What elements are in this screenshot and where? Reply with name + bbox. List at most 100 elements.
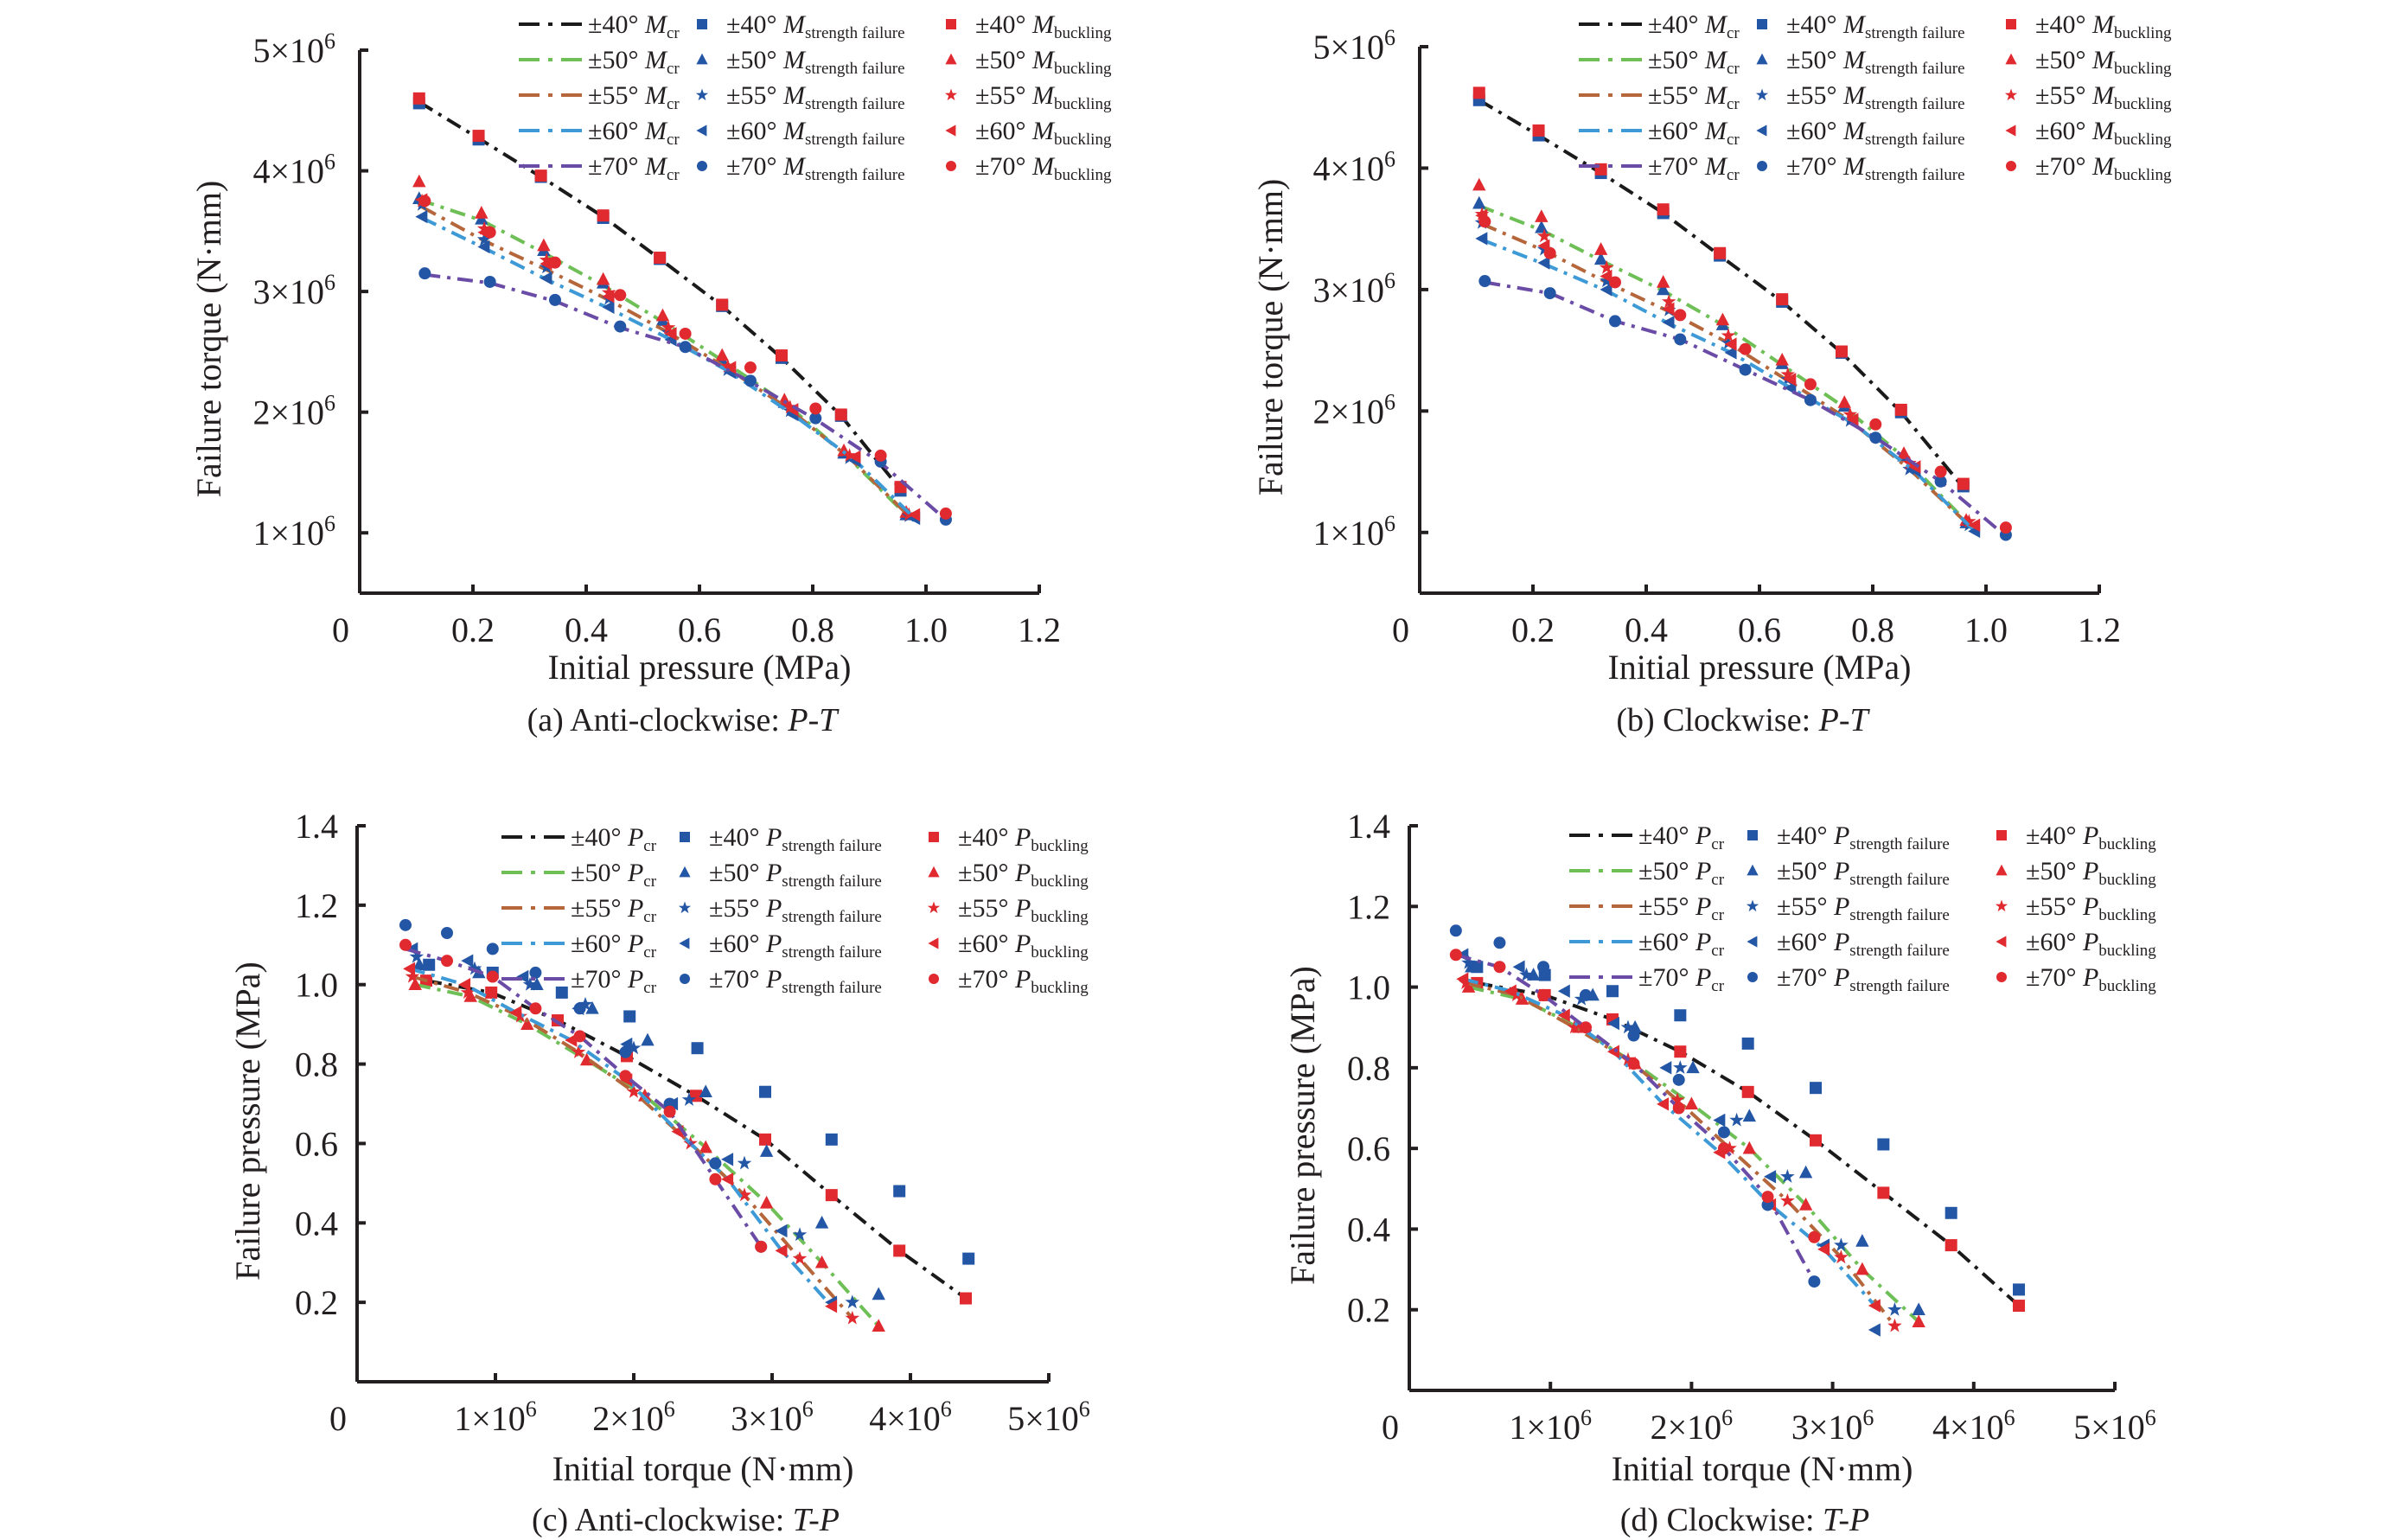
strength-failure-point bbox=[1902, 462, 1917, 476]
strength-failure-point bbox=[1606, 1016, 1619, 1031]
x-axis-title: Initial pressure (MPa) bbox=[1607, 648, 1911, 687]
series-40 bbox=[420, 958, 975, 1305]
x-axis-title: Initial torque (N·mm) bbox=[552, 1449, 854, 1488]
strength-failure-point bbox=[467, 961, 482, 975]
legend-label-buckling: ±55° Pbuckling bbox=[2026, 892, 2156, 924]
series-50 bbox=[1472, 177, 1973, 528]
legend-label-strength: ±40° Pstrength failure bbox=[1777, 821, 1950, 853]
buckling-point bbox=[1804, 378, 1817, 391]
x-tick-label: 0.8 bbox=[791, 610, 834, 649]
buckling-point bbox=[655, 308, 670, 322]
buckling-point bbox=[1817, 1243, 1830, 1256]
series-50 bbox=[408, 957, 885, 1332]
buckling-point bbox=[441, 955, 453, 968]
x-axis-title: Initial torque (N·mm) bbox=[1612, 1449, 1913, 1488]
x-tick-label: 4×106 bbox=[869, 1396, 952, 1438]
buckling-point bbox=[1657, 203, 1670, 216]
strength-failure-point bbox=[1672, 1073, 1685, 1086]
legend-label-buckling: ±60° Mbuckling bbox=[975, 117, 1112, 149]
legend-label-buckling: ±40° Mbuckling bbox=[975, 10, 1112, 42]
strength-failure-point bbox=[1512, 960, 1525, 974]
legend-label-strength: ±60° Mstrength failure bbox=[1786, 117, 1965, 149]
buckling-point bbox=[1887, 1318, 1902, 1332]
x-tick-label: 0.4 bbox=[1625, 610, 1668, 649]
legend-buckling-marker bbox=[928, 937, 939, 949]
strength-failure-point bbox=[477, 240, 490, 254]
strength-failure-point bbox=[1724, 346, 1737, 360]
legend-label-cr: ±60° Pcr bbox=[571, 930, 657, 962]
strength-failure-point bbox=[1628, 1019, 1642, 1033]
buckling-point bbox=[1912, 1314, 1925, 1328]
strength-failure-point bbox=[2013, 1283, 2026, 1296]
buckling-point bbox=[664, 327, 677, 341]
y-tick-label: 1×106 bbox=[252, 511, 335, 553]
buckling-point bbox=[1962, 514, 1976, 528]
y-tick-label: 1×106 bbox=[1312, 511, 1395, 553]
buckling-point bbox=[872, 1319, 885, 1332]
strength-failure-point bbox=[423, 958, 436, 971]
strength-failure-point bbox=[737, 1155, 752, 1170]
series-40 bbox=[412, 92, 907, 497]
legend-strength-marker bbox=[1757, 161, 1767, 171]
legend-label-strength: ±60° Pstrength failure bbox=[1777, 928, 1950, 960]
buckling-point bbox=[654, 252, 667, 265]
strength-failure-point bbox=[1557, 984, 1570, 998]
y-tick-label: 5×106 bbox=[1312, 25, 1395, 67]
buckling-point bbox=[724, 361, 737, 374]
buckling-point bbox=[1557, 1008, 1570, 1022]
strength-failure-point bbox=[1606, 985, 1619, 998]
strength-failure-point bbox=[516, 969, 529, 984]
legend-strength-marker bbox=[1755, 88, 1769, 101]
buckling-point bbox=[539, 252, 554, 266]
legend-strength-marker bbox=[1746, 899, 1759, 912]
legend-label-strength: ±70° Mstrength failure bbox=[726, 152, 905, 184]
legend-label-cr: ±40° Mcr bbox=[1648, 10, 1740, 42]
legend-label-buckling: ±60° Pbuckling bbox=[958, 930, 1089, 962]
legend-strength-marker bbox=[697, 161, 707, 171]
buckling-point bbox=[418, 195, 431, 208]
legend-label-buckling: ±70° Pbuckling bbox=[958, 965, 1089, 997]
strength-failure-point bbox=[962, 1252, 975, 1265]
buckling-point bbox=[483, 226, 496, 239]
buckling-point bbox=[573, 1030, 586, 1043]
legend-label-cr: ±55° Mcr bbox=[588, 81, 680, 113]
strength-failure-point bbox=[691, 1042, 704, 1055]
cr-line bbox=[425, 979, 967, 1300]
y-tick-label: 4×106 bbox=[1312, 146, 1395, 188]
x-axis-title: Initial pressure (MPa) bbox=[547, 648, 851, 687]
buckling-point bbox=[486, 970, 499, 983]
buckling-point bbox=[960, 1292, 972, 1305]
buckling-point bbox=[759, 1133, 771, 1146]
legend-buckling-marker bbox=[1996, 864, 2008, 876]
strength-failure-point bbox=[1519, 967, 1534, 981]
y-axis-title: Failure pressure (MPa) bbox=[1283, 966, 1322, 1285]
legend-strength-marker bbox=[1747, 936, 1758, 948]
strength-failure-point bbox=[1627, 1029, 1640, 1042]
buckling-point bbox=[529, 1002, 542, 1015]
legend-buckling-marker bbox=[929, 832, 939, 842]
buckling-point bbox=[1672, 1102, 1685, 1115]
legend-strength-marker bbox=[1747, 830, 1758, 840]
buckling-point bbox=[1761, 1191, 1774, 1204]
strength-failure-point bbox=[483, 275, 496, 288]
buckling-point bbox=[1714, 246, 1727, 259]
buckling-point bbox=[405, 968, 420, 983]
y-tick-label: 0.6 bbox=[295, 1124, 338, 1163]
buckling-point bbox=[1834, 1249, 1849, 1264]
buckling-point bbox=[1580, 1021, 1592, 1034]
legend-buckling-marker bbox=[945, 125, 956, 137]
legend-buckling-marker bbox=[1996, 972, 2007, 982]
strength-failure-point bbox=[1475, 232, 1488, 246]
y-axis-title: Failure torque (N·mm) bbox=[1251, 179, 1290, 496]
strength-failure-point bbox=[792, 1227, 808, 1242]
legend-label-buckling: ±40° Mbuckling bbox=[2035, 10, 2172, 42]
buckling-point bbox=[2013, 1300, 2026, 1313]
legend-label-cr: ±70° Mcr bbox=[1648, 152, 1740, 184]
legend-buckling-marker bbox=[2005, 53, 2017, 65]
y-tick-label: 1.0 bbox=[295, 966, 338, 1005]
strength-failure-point bbox=[1580, 988, 1592, 1001]
strength-failure-point bbox=[399, 918, 412, 931]
legend-buckling-marker bbox=[946, 161, 956, 171]
buckling-point bbox=[845, 1310, 860, 1325]
buckling-point bbox=[403, 962, 416, 976]
